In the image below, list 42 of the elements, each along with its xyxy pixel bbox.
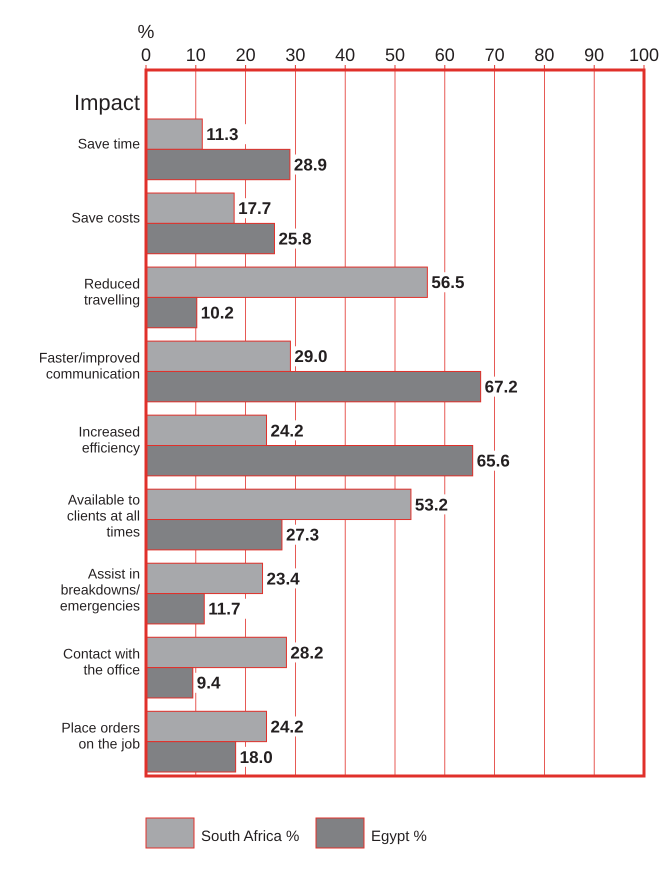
data-label: 17.7 [238,199,272,218]
data-label: 53.2 [414,495,448,514]
data-label: 11.3 [206,125,238,144]
x-tick-label: 0 [140,45,152,65]
data-label: 56.5 [431,273,464,292]
data-label: 28.2 [290,643,324,662]
x-tick-label: 70 [484,45,505,65]
data-label: 10.2 [200,304,234,323]
y-tick-label: Save costs [72,209,140,226]
x-tick-label: 100 [628,45,660,65]
y-axis-title: Impact [74,90,140,115]
y-tick-label: Increased efficiency [78,423,140,456]
legend-label: Egypt % [371,828,427,845]
x-tick-label: 40 [335,45,356,65]
data-label: 29.0 [294,347,328,366]
data-label: 11.7 [208,600,240,619]
x-axis-title: % [138,22,155,43]
data-label: 24.2 [270,421,304,440]
y-tick-label: Faster/improved communication [38,349,140,382]
x-tick-label: 30 [285,45,306,65]
data-label: 24.2 [270,717,304,736]
data-label: 9.4 [196,674,221,693]
x-tick-label: 60 [434,45,455,65]
x-tick-label: 50 [384,45,406,65]
y-tick-label: Contact with the office [62,646,140,678]
data-label: 25.8 [278,230,312,249]
x-tick-label: 10 [186,45,206,65]
legend-label: South Africa % [201,828,300,845]
y-tick-label: Place orders on the job [61,720,140,752]
data-label: 65.6 [476,452,510,471]
data-label: 27.3 [286,526,320,545]
data-label: 18.0 [240,748,273,767]
y-tick-label: Available to clients at all times [66,491,140,540]
y-tick-label: Reduced travelling [84,275,140,308]
x-tick-label: 80 [534,45,554,65]
data-label: 67.2 [484,378,518,397]
data-label: 23.4 [266,569,300,588]
x-tick-label: 90 [584,45,604,65]
data-label: 28.9 [294,155,328,174]
x-tick-label: 20 [236,45,256,65]
y-tick-label: Save time [78,135,140,152]
y-tick-label: Assist in breakdowns/ emergencies [60,565,140,614]
